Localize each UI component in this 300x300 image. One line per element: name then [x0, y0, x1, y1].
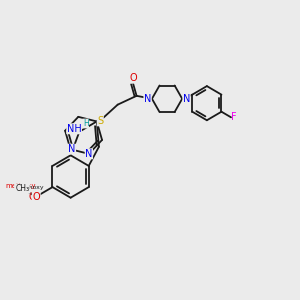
Text: methoxy: methoxy [6, 183, 36, 189]
Text: CH₃: CH₃ [15, 184, 29, 193]
Text: H: H [83, 119, 88, 128]
Text: NH: NH [67, 124, 82, 134]
Text: F: F [231, 112, 237, 122]
Text: N: N [144, 94, 151, 104]
Text: N: N [183, 94, 190, 104]
Text: CH₃: CH₃ [15, 184, 30, 193]
Text: O: O [28, 192, 36, 202]
Text: methoxy: methoxy [16, 185, 44, 190]
Text: N: N [68, 144, 76, 154]
Text: S: S [97, 116, 103, 126]
Text: O: O [129, 73, 137, 83]
Text: N: N [85, 149, 93, 159]
Text: O: O [32, 192, 40, 202]
Text: O: O [32, 192, 40, 202]
